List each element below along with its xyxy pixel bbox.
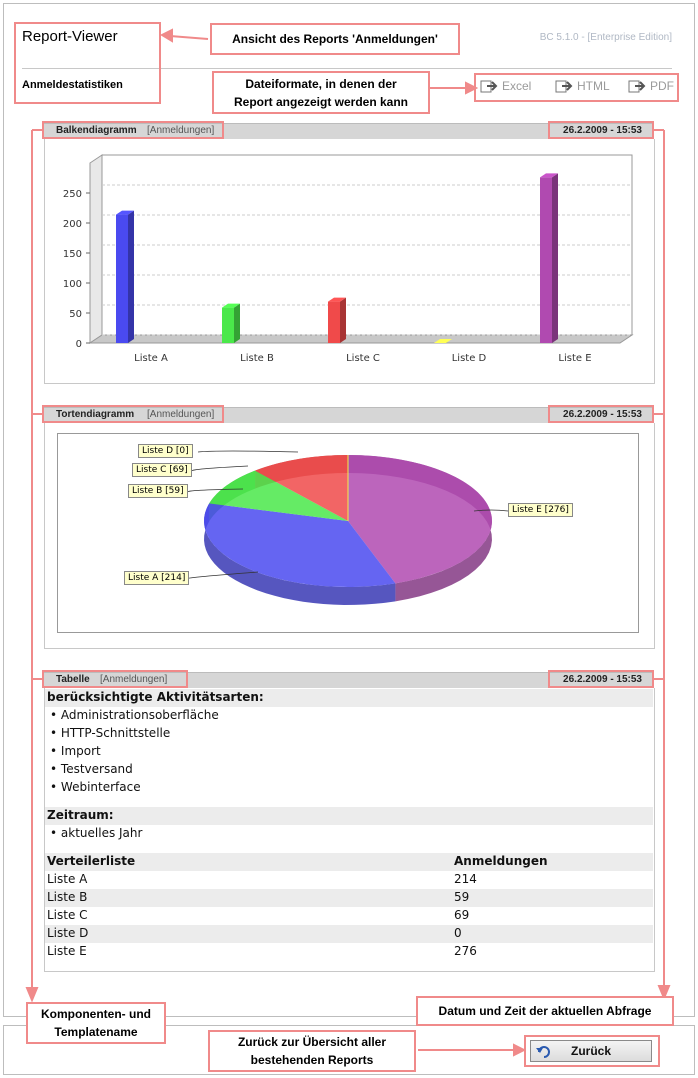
list-item: • aktuelles Jahr <box>50 826 143 840</box>
export-icon <box>628 80 646 93</box>
export-icon <box>480 80 498 93</box>
back-button[interactable]: Zurück <box>530 1040 652 1062</box>
table-row: Liste E <box>47 944 87 958</box>
pie-label-leader <box>197 450 299 453</box>
header-divider <box>22 68 672 69</box>
pie-label: Liste E [276] <box>508 503 573 517</box>
formats-highlight <box>474 73 679 102</box>
bar <box>540 173 558 343</box>
bar-date-highlight <box>548 121 654 139</box>
callout-view: Ansicht des Reports 'Anmeldungen' <box>210 23 460 55</box>
callout-back: Zurück zur Übersicht aller bestehenden Re… <box>208 1030 416 1072</box>
table-row: Liste B <box>47 890 88 904</box>
bar <box>434 339 452 343</box>
table-cell: 214 <box>454 872 477 886</box>
app-title: Report-Viewer <box>22 28 118 45</box>
y-tick-label: 50 <box>69 309 82 320</box>
y-tick-label: 100 <box>63 279 82 290</box>
column-header-count: Anmeldungen <box>454 854 548 868</box>
pie-label-leader <box>191 465 249 472</box>
pie-chart <box>183 450 509 605</box>
pie-component-highlight <box>42 405 224 423</box>
table-component-highlight <box>42 670 188 688</box>
column-header-list: Verteilerliste <box>47 854 136 868</box>
table-panel-date: 26.2.2009 - 15:53 <box>563 674 642 685</box>
table-panel-header: Tabelle [Anmeldungen] 26.2.2009 - 15:53 <box>44 672 654 688</box>
y-tick-label: 150 <box>63 249 82 260</box>
list-item: • HTTP-Schnittstelle <box>50 726 171 740</box>
export-html-label: HTML <box>577 79 610 93</box>
pie-panel-header: Tortendiagramm [Anmeldungen] 26.2.2009 -… <box>44 407 654 423</box>
pie-chart-frame: Liste A [214] Liste B [59] Liste C [69] Lis… <box>57 433 639 633</box>
pie-slice <box>209 470 348 521</box>
pie-slice <box>255 455 348 521</box>
pie-label: Liste C [69] <box>132 463 192 477</box>
export-html-link[interactable]: HTML <box>555 79 610 93</box>
callout-formats: Dateiformate, in denen der Report angezei… <box>212 71 430 114</box>
list-item: • Import <box>50 744 101 758</box>
pie-panel-body: Liste A [214] Liste B [59] Liste C [69] Lis… <box>44 423 655 649</box>
table-date-highlight <box>548 670 654 688</box>
pie-panel-date: 26.2.2009 - 15:53 <box>563 409 642 420</box>
bar-panel-body: 0 50 100 150 200 250 Liste A Liste B Liste C List… <box>44 139 655 384</box>
report-title: Anmeldestatistiken <box>22 79 123 91</box>
pie-label-leader <box>473 509 509 512</box>
list-item: • Webinterface <box>50 780 141 794</box>
title-highlight <box>14 22 161 104</box>
undo-arrow-icon <box>536 1046 550 1058</box>
pie-date-highlight <box>548 405 654 423</box>
pie-label: Liste B [59] <box>128 484 188 498</box>
bar <box>222 303 240 343</box>
bar <box>328 297 346 343</box>
y-tick-label: 200 <box>63 219 82 230</box>
table-cell: 276 <box>454 944 477 958</box>
table-cell: 59 <box>454 890 470 904</box>
list-item: • Administrationsoberfläche <box>50 708 219 722</box>
x-tick-label: Liste D <box>452 353 487 364</box>
back-button-label: Zurück <box>571 1044 612 1058</box>
list-item: • Testversand <box>50 762 133 776</box>
export-pdf-link[interactable]: PDF <box>628 79 674 93</box>
table-panel-title: Tabelle <box>56 674 90 685</box>
export-icon <box>555 80 573 93</box>
bar-panel-component: [Anmeldungen] <box>147 125 215 136</box>
y-tick-label: 250 <box>63 189 82 200</box>
pie-label: Liste A [214] <box>124 571 190 585</box>
export-pdf-label: PDF <box>650 79 674 93</box>
activity-heading: berücksichtigte Aktivitätsarten: <box>47 690 264 704</box>
pie-label-leader <box>187 488 244 493</box>
callout-datetime: Datum und Zeit der aktuellen Abfrage <box>416 996 674 1026</box>
x-tick-label: Liste E <box>558 353 591 364</box>
callout-component: Komponenten- und Templatename <box>26 1002 166 1044</box>
x-tick-label: Liste B <box>240 353 274 364</box>
export-excel-link[interactable]: Excel <box>480 79 531 93</box>
pie-label: Liste D [0] <box>138 444 193 458</box>
bar-component-highlight <box>42 121 224 139</box>
x-tick-label: Liste A <box>134 353 168 364</box>
table-panel-component: [Anmeldungen] <box>100 674 168 685</box>
pie-panel-title: Tortendiagramm <box>56 409 135 420</box>
bar <box>116 210 134 343</box>
x-tick-label: Liste C <box>346 353 380 364</box>
table-row: Liste A <box>47 872 88 886</box>
bar-panel-header: Balkendiagramm [Anmeldungen] 26.2.2009 -… <box>44 123 654 139</box>
version-label: BC 5.1.0 - [Enterprise Edition] <box>539 32 672 43</box>
table-row: Liste D <box>47 926 89 940</box>
bar-panel-date: 26.2.2009 - 15:53 <box>563 125 642 136</box>
table-cell: 69 <box>454 908 470 922</box>
pie-slice <box>204 503 396 587</box>
pie-panel-component: [Anmeldungen] <box>147 409 215 420</box>
period-heading: Zeitraum: <box>47 808 114 822</box>
export-excel-label: Excel <box>502 79 532 93</box>
back-highlight <box>524 1035 660 1067</box>
y-tick-label: 0 <box>76 339 82 350</box>
table-cell: 0 <box>454 926 462 940</box>
table-panel-body <box>44 688 655 972</box>
bar-chart: 0 50 100 150 200 250 Liste A Liste B Liste C List… <box>63 154 634 364</box>
bar-panel-title: Balkendiagramm <box>56 125 137 136</box>
pie-slice-side <box>204 503 396 605</box>
pie-slice <box>348 455 493 584</box>
table-row: Liste C <box>47 908 88 922</box>
